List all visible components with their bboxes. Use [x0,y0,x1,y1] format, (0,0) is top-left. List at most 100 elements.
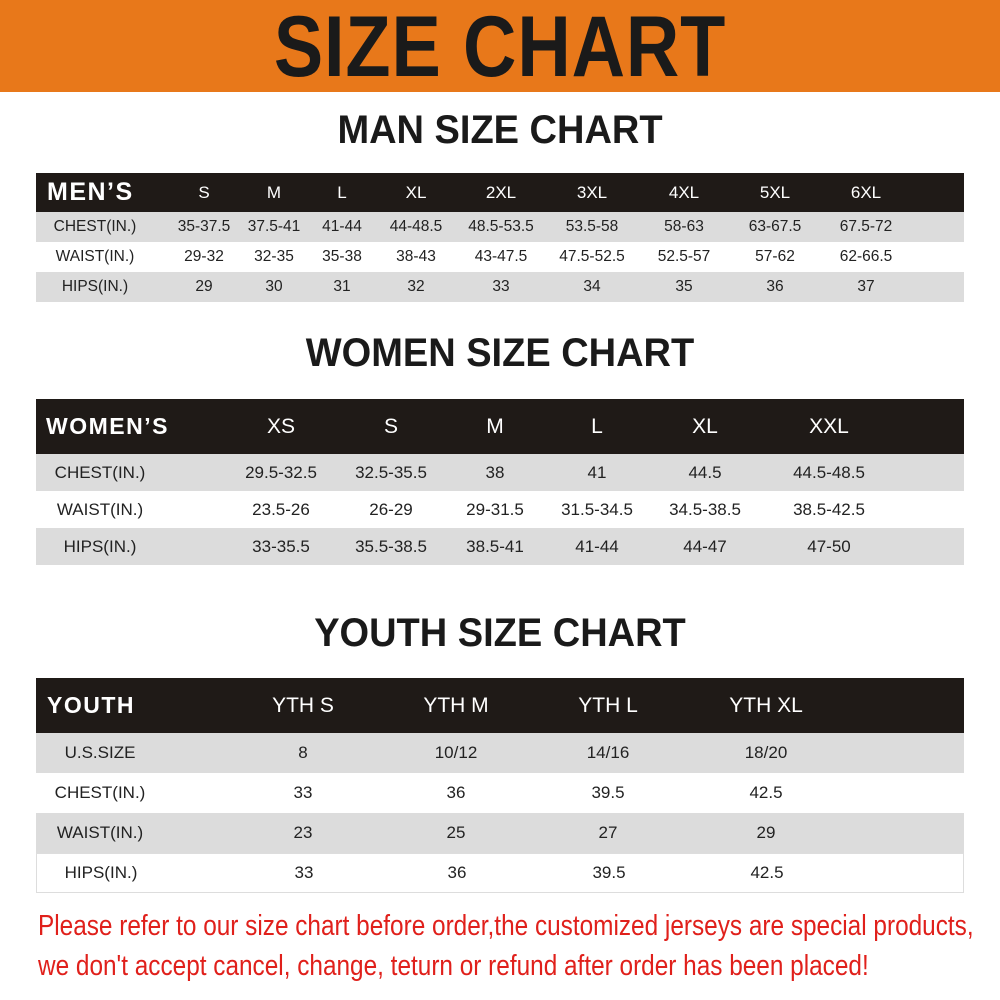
row-label: CHEST(IN.) [53,218,137,235]
table-cell: 38 [485,462,505,482]
table-row: HIPS(IN.) 33-35.5 35.5-38.5 38.5-41 41-44 44-… [36,528,964,565]
table-row: WAIST(IN.) 23 25 27 29 [36,813,964,853]
table-cell: 37.5-41 [247,218,301,235]
table-cell: 39.5 [592,863,626,882]
row-label: HIPS(IN.) [64,863,138,882]
table-cell: 38.5-41 [466,536,524,556]
table-header-row: WOMEN’S XS S M L XL XXL [36,399,964,454]
size-column-header: 2XL [485,182,517,202]
table-cell: 33 [294,863,314,882]
table-row: U.S.SIZE 8 10/12 14/16 18/20 [36,733,964,773]
size-column-header: XL [692,414,718,438]
table-cell: 58-63 [664,218,704,235]
table-row: WAIST(IN.) 29-32 32-35 35-38 38-43 43-47.5 47.… [36,242,964,272]
table-cell: 44.5-48.5 [793,462,865,482]
table-cell: 32 [407,278,425,295]
size-column-header: YTH S [272,693,334,717]
table-cell: 63-67.5 [748,218,802,235]
size-column-header: L [591,414,603,438]
table-cell: 35-38 [322,248,362,265]
size-column-header: XS [266,414,296,438]
table-cell: 38-43 [396,248,436,265]
page-title: SIZE CHART [273,0,727,95]
table-cell: 57-62 [755,248,795,265]
table-cell: 14/16 [586,743,630,762]
table-cell: 33 [293,783,313,802]
women-heading: WOMEN SIZE CHART [305,331,695,375]
table-cell: 8 [298,743,308,762]
size-column-header: S [383,414,399,438]
table-cell: 33 [492,278,510,295]
table-header-row: MEN’S S M L XL 2XL 3XL 4XL 5XL 6XL [36,173,964,212]
table-cell: 67.5-72 [839,218,893,235]
size-column-header: L [337,182,347,202]
table-cell: 31.5-34.5 [561,499,633,519]
size-column-header: YTH L [578,693,638,717]
table-cell: 42.5 [749,783,783,802]
size-column-header: YTH XL [729,693,803,717]
table-cell: 43-47.5 [474,248,528,265]
table-cell: 39.5 [591,783,625,802]
table-cell: 47-50 [807,536,851,556]
header-label: WOMEN’S [46,413,169,439]
row-label: HIPS(IN.) [61,278,129,295]
table-cell: 41-44 [322,218,362,235]
header-label: MEN’S [47,178,134,206]
table-cell: 32.5-35.5 [355,462,427,482]
table-row: WAIST(IN.) 23.5-26 26-29 29-31.5 31.5-34.5 34… [36,491,964,528]
table-cell: 23.5-26 [252,499,310,519]
notice-line-2: we don't accept cancel, change, teturn o… [38,950,869,982]
table-cell: 36 [446,783,466,802]
table-row: HIPS(IN.) 29 30 31 32 33 34 35 36 37 [36,272,964,302]
table-cell: 47.5-52.5 [559,248,625,265]
table-cell: 30 [265,278,283,295]
table-cell: 35-37.5 [177,218,231,235]
table-cell: 44.5 [688,462,722,482]
header-label: YOUTH [47,692,135,718]
table-cell: 41 [587,462,607,482]
table-cell: 48.5-53.5 [468,218,534,235]
table-cell: 35 [675,278,693,295]
size-column-header: XL [405,182,427,202]
table-cell: 42.5 [750,863,784,882]
table-cell: 32-35 [254,248,294,265]
table-cell: 25 [446,823,466,842]
table-cell: 38.5-42.5 [793,499,865,519]
row-label: WAIST(IN.) [56,823,144,842]
size-column-header: M [266,182,282,202]
row-label: CHEST(IN.) [54,783,146,802]
table-cell: 23 [293,823,313,842]
table-row: HIPS(IN.) 33 36 39.5 42.5 [36,853,964,893]
table-cell: 52.5-57 [657,248,711,265]
size-column-header: M [486,414,504,438]
table-cell: 34.5-38.5 [669,499,741,519]
size-column-header: 4XL [668,182,700,202]
table-cell: 44-48.5 [389,218,443,235]
youth-heading: YOUTH SIZE CHART [314,611,686,655]
table-cell: 29.5-32.5 [245,462,317,482]
row-label: WAIST(IN.) [55,248,135,265]
table-cell: 53.5-58 [565,218,619,235]
table-row: CHEST(IN.) 35-37.5 37.5-41 41-44 44-48.5 48.5… [36,212,964,242]
table-cell: 29 [756,823,776,842]
size-column-header: 3XL [576,182,608,202]
table-cell: 35.5-38.5 [355,536,427,556]
row-label: WAIST(IN.) [56,499,144,519]
size-column-header: YTH M [423,693,489,717]
row-label: U.S.SIZE [64,743,136,762]
table-cell: 10/12 [434,743,478,762]
table-row: CHEST(IN.) 33 36 39.5 42.5 [36,773,964,813]
table-cell: 29-32 [184,248,224,265]
table-cell: 31 [333,278,351,295]
table-cell: 34 [583,278,601,295]
table-cell: 29-31.5 [466,499,524,519]
table-cell: 44-47 [683,536,727,556]
table-cell: 18/20 [744,743,788,762]
table-cell: 33-35.5 [252,536,310,556]
notice-line-1: Please refer to our size chart before or… [38,910,974,942]
size-column-header: XXL [809,414,849,438]
men-heading: MAN SIZE CHART [337,108,663,152]
table-cell: 29 [195,278,213,295]
table-cell: 27 [598,823,618,842]
table-row: CHEST(IN.) 29.5-32.5 32.5-35.5 38 41 44.5 44.5… [36,454,964,491]
